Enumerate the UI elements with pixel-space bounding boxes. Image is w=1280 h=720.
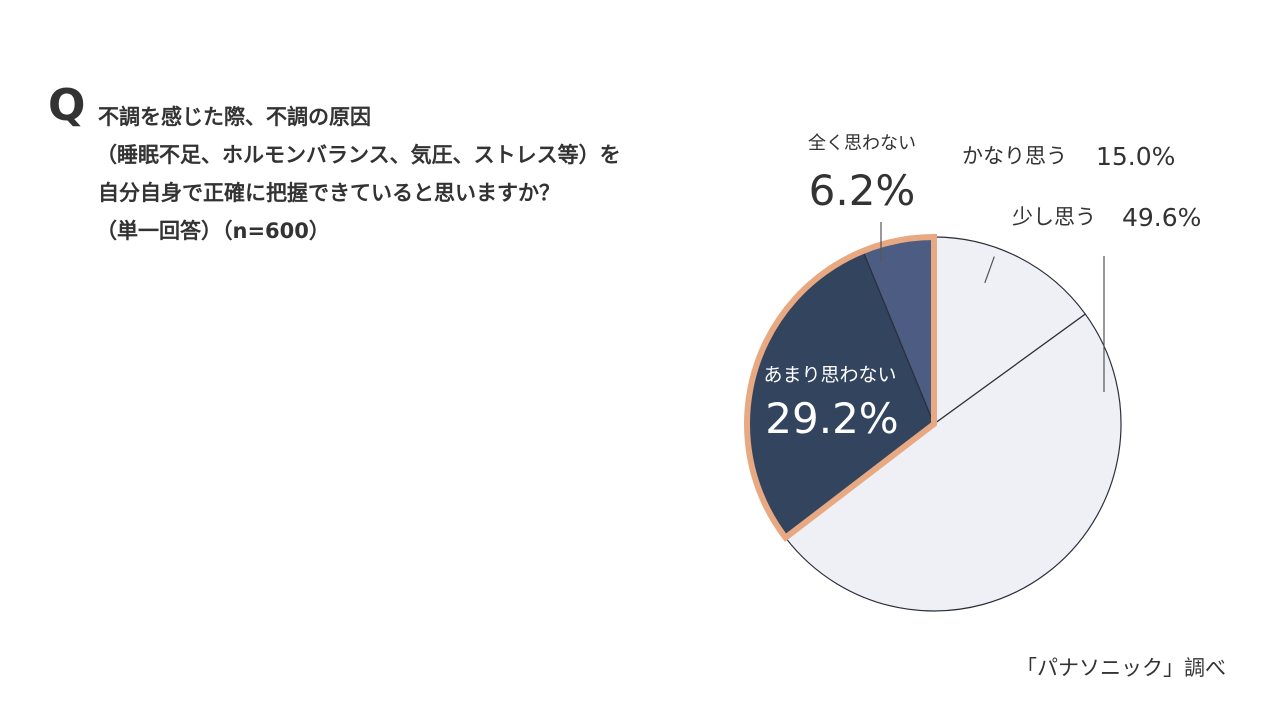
question-line-2: （睡眠不足、ホルモンバランス、気圧、ストレス等）を xyxy=(96,143,621,167)
question-line-4: （単一回答）（n=600） xyxy=(96,219,330,243)
slice-label-value-1: 49.6% xyxy=(1122,203,1201,232)
question-mark: Q xyxy=(48,80,86,131)
slice-label-value-2: 29.2% xyxy=(765,394,898,443)
pie-slice-0 xyxy=(933,236,1087,426)
question-line-3: 自分自身で正確に把握できていると思いますか？ xyxy=(98,181,560,205)
question-line-1: 不調を感じた際、不調の原因 xyxy=(98,105,371,129)
leader-line-slice-0 xyxy=(984,256,995,284)
slice-label-value-3: 6.2% xyxy=(809,166,916,215)
slice-label-value-0: 15.0% xyxy=(1096,142,1175,171)
slice-label-name-3: 全く思わない xyxy=(808,133,916,154)
pie-slice-1 xyxy=(784,313,1122,612)
source-note: 「パナソニック」調べ xyxy=(1016,656,1226,680)
slice-label-name-0: かなり思う xyxy=(962,144,1067,168)
question-text: 不調を感じた際、不調の原因 （睡眠不足、ホルモンバランス、気圧、ストレス等）を … xyxy=(96,103,621,255)
slice-label-name-1: 少し思う xyxy=(1012,205,1096,229)
slice-label-name-2: あまり思わない xyxy=(763,364,896,386)
